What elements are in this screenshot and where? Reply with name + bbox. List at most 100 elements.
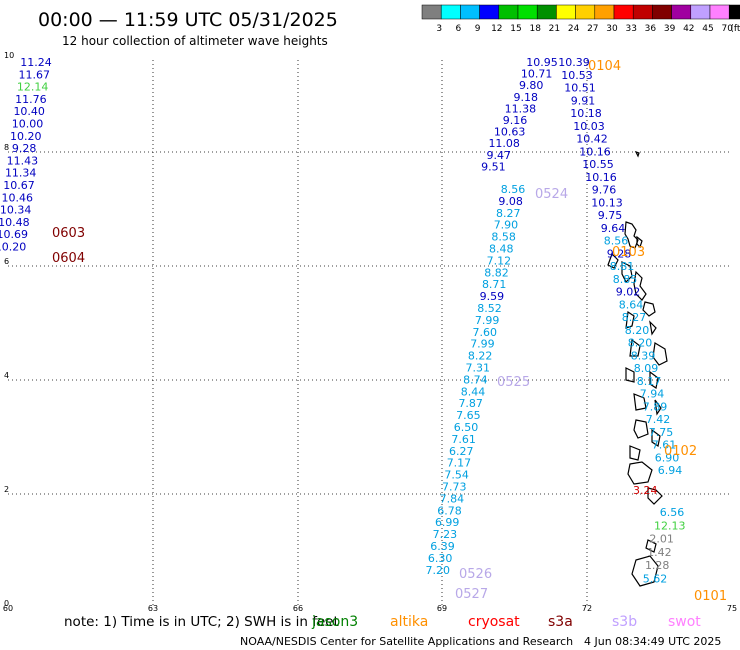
wave-height-value: 12.14 (17, 81, 49, 94)
page-subtitle: 12 hour collection of altimeter wave hei… (62, 34, 328, 48)
satellite-name: swot (668, 614, 701, 630)
wave-height-value: 6.90 (655, 451, 680, 464)
wave-height-value: 8.39 (631, 349, 656, 362)
footer-timestamp: 4 Jun 08:34:49 UTC 2025 (584, 635, 721, 648)
legend-label: (ft) (730, 24, 740, 34)
wave-height-value: 9.18 (514, 91, 539, 104)
legend-swatch (575, 4, 596, 20)
wave-height-value: 10.00 (12, 118, 44, 131)
wave-height-value: 10.69 (0, 228, 28, 241)
x-tick-label: 72 (582, 604, 592, 613)
map-grid: 60 63 66 69 72 75 0 2 4 6 8 10 (3, 51, 737, 613)
wave-height-value: 7.90 (494, 219, 519, 232)
atoll-8 (629, 338, 641, 357)
x-tick-label: 69 (437, 604, 447, 613)
pass-time-labels: 0104 0603 0604 0524 0103 0525 0102 0526 0527 0101… (52, 59, 727, 604)
pass-time-label: 0101 (694, 589, 727, 604)
wave-height-value: 12.13 (654, 519, 686, 532)
wave-height-value: 8.20 (628, 337, 653, 350)
legend-swatch (594, 4, 615, 20)
wave-height-value: 8.56 (501, 183, 526, 196)
y-tick-label: 6 (4, 257, 9, 266)
wave-height-value: 1.42 (647, 546, 672, 559)
wave-height-value: 9.16 (503, 114, 528, 127)
satellite-name: cryosat (468, 614, 520, 630)
pass-time-label: 0604 (52, 251, 85, 266)
atoll-10 (625, 367, 635, 383)
wave-height-value: 9.02 (616, 286, 641, 299)
wave-height-value: 11.34 (5, 167, 37, 180)
wave-height-value: 8.56 (604, 235, 629, 248)
legend-swatch (440, 4, 461, 20)
legend-swatch (556, 4, 576, 20)
atoll-north-2 (636, 235, 643, 249)
satellite-name: s3a (548, 614, 573, 630)
legend-swatch (536, 4, 557, 20)
wave-height-value: 7.12 (487, 254, 512, 267)
y-tick-label: 10 (4, 51, 14, 60)
legend-label: 39 (664, 24, 676, 34)
legend-swatch (517, 4, 538, 20)
wave-height-value: 10.55 (582, 158, 614, 171)
atoll-17 (627, 461, 653, 485)
wave-height-value: 10.34 (0, 204, 31, 217)
legend-label: 33 (625, 24, 636, 34)
wave-height-value: 10.71 (521, 68, 553, 81)
legend-swatch (690, 4, 711, 20)
wave-height-value: 9.80 (519, 79, 544, 92)
wave-height-value: 8.81 (610, 260, 635, 273)
wave-height-value: 10.48 (0, 216, 30, 229)
atoll-16 (629, 445, 641, 461)
wave-height-value: 11.76 (15, 93, 47, 106)
wave-height-value: 6.94 (658, 464, 683, 477)
wave-height-value: 8.27 (496, 207, 521, 220)
wave-height-value: 6.99 (435, 516, 460, 529)
y-tick-label: 2 (4, 485, 9, 494)
wave-height-value: 8.85 (613, 273, 638, 286)
legend-label: 18 (529, 24, 541, 34)
wave-height-value: 10.95 (526, 56, 558, 69)
wave-height-value: 10.53 (561, 69, 593, 82)
legend-swatch (652, 4, 672, 20)
x-tick-label: 63 (148, 604, 158, 613)
wave-height-value: 8.71 (482, 278, 507, 291)
wave-height-value: 8.20 (625, 324, 650, 337)
legend-label: 30 (606, 24, 618, 34)
wave-height-value: 8.82 (484, 266, 509, 279)
wave-height-value: 7.54 (444, 469, 469, 482)
wave-height-value: 9.75 (598, 209, 623, 222)
legend-swatch (498, 4, 519, 20)
legend-label: 9 (475, 24, 481, 34)
satellite-name: jason3 (311, 614, 358, 630)
atoll-12 (633, 393, 647, 411)
atoll-13 (654, 399, 662, 416)
wave-height-value: 6.78 (437, 504, 462, 517)
y-tick-label: 4 (4, 371, 9, 380)
atoll-18 (647, 487, 663, 505)
wave-height-value: 7.31 (466, 362, 491, 375)
wave-height-value: 8.52 (477, 302, 502, 315)
legend-label: 70 (721, 24, 733, 34)
x-tick-label: 66 (293, 604, 303, 613)
wave-height-value: 9.51 (481, 160, 506, 173)
wave-height-value: 6.56 (660, 506, 685, 519)
wave-height-value: 10.03 (573, 120, 605, 133)
atoll-15 (651, 428, 661, 447)
atoll-5 (642, 301, 656, 317)
wave-height-value: 7.17 (447, 457, 472, 470)
wave-height-value: 8.48 (489, 243, 514, 256)
maldives-land (607, 150, 668, 587)
wave-height-tracks: 11.2411.6712.1411.7610.4010.0010.209.281… (0, 56, 686, 586)
wave-height-value: 11.43 (7, 154, 39, 167)
wave-height-value: 11.67 (19, 68, 51, 81)
pass-time-label: 0524 (535, 187, 568, 202)
pass-time-label: 3.24 (633, 484, 658, 497)
wave-height-value: 8.09 (634, 362, 659, 375)
atoll-4 (633, 270, 647, 301)
atoll-6 (625, 310, 635, 329)
wave-height-value: 6.50 (454, 421, 479, 434)
wave-height-value: 7.65 (456, 409, 481, 422)
wave-height-value: 7.42 (646, 413, 671, 426)
wave-height-value: 9.28 (607, 247, 632, 260)
wave-height-value: 7.87 (458, 397, 483, 410)
